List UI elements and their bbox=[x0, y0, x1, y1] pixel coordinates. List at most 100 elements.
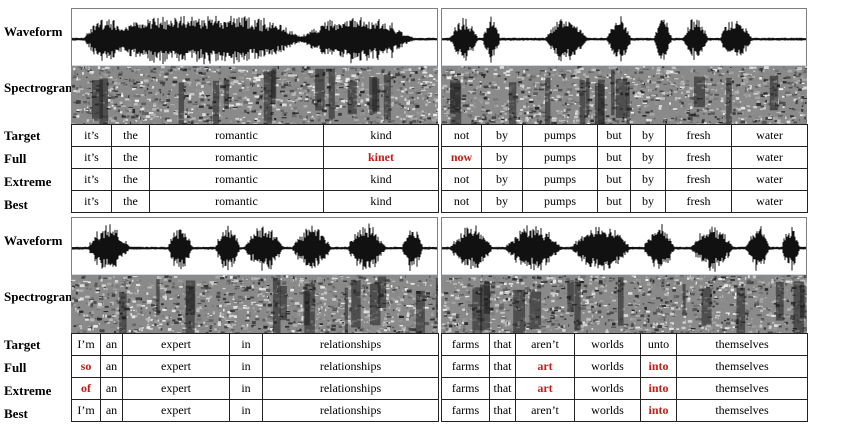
word-cell: relationships bbox=[262, 355, 439, 378]
waveform-trace bbox=[442, 16, 806, 63]
waveform-label-top: Waveform bbox=[4, 24, 63, 39]
word-cell: worlds bbox=[574, 355, 641, 378]
waveform-panel-top-left bbox=[71, 8, 438, 66]
word-cell: not bbox=[441, 190, 482, 213]
word-cell: expert bbox=[122, 333, 230, 356]
extreme-label-bottom: Extreme bbox=[4, 383, 52, 398]
word-cell: aren’t bbox=[515, 399, 575, 422]
target-row: I’m an expert in relationships bbox=[71, 333, 439, 356]
word-cell: romantic bbox=[149, 190, 324, 213]
extreme-row: of an expert in relationships bbox=[71, 377, 439, 400]
word-cell: themselves bbox=[676, 333, 808, 356]
spectrogram-label-bottom: Spectrogram bbox=[4, 289, 76, 304]
word-cell: expert bbox=[122, 355, 230, 378]
word-cell: I’m bbox=[71, 399, 101, 422]
transcript-table-bottom-left: I’m an expert in relationships so an exp… bbox=[71, 333, 439, 422]
word-cell: it’s bbox=[71, 146, 112, 169]
word-cell: fresh bbox=[665, 124, 732, 147]
word-cell: water bbox=[731, 146, 808, 169]
target-row: farms that aren’t worlds unto themselves bbox=[441, 333, 808, 356]
error-word-cell: art bbox=[515, 355, 575, 378]
spectrogram-bottom-left bbox=[71, 275, 438, 333]
word-cell: relationships bbox=[262, 333, 439, 356]
error-word-cell: of bbox=[71, 377, 101, 400]
spectrogram-label-top: Spectrogram bbox=[4, 80, 76, 95]
spectrogram-top-left bbox=[71, 66, 438, 124]
word-cell: kind bbox=[323, 124, 439, 147]
transcript-table-bottom-right: farms that aren’t worlds unto themselves… bbox=[441, 333, 808, 422]
best-label-top: Best bbox=[4, 197, 28, 212]
word-cell: the bbox=[111, 190, 150, 213]
word-cell: pumps bbox=[522, 146, 598, 169]
transcript-table-top-right: not by pumps but by fresh water now by p… bbox=[441, 124, 808, 213]
spectrogram-texture bbox=[442, 66, 807, 124]
full-row: now by pumps but by fresh water bbox=[441, 146, 808, 169]
word-cell: relationships bbox=[262, 399, 439, 422]
word-cell: water bbox=[731, 190, 808, 213]
word-cell: it’s bbox=[71, 124, 112, 147]
full-row: so an expert in relationships bbox=[71, 355, 439, 378]
waveform-panel-bottom-left bbox=[71, 217, 438, 275]
word-cell: but bbox=[597, 146, 631, 169]
error-word-cell: art bbox=[515, 377, 575, 400]
word-cell: an bbox=[100, 399, 123, 422]
word-cell: by bbox=[481, 124, 523, 147]
spectrogram-image-top-right bbox=[441, 66, 807, 124]
spectrogram-bottom-right bbox=[441, 275, 807, 333]
extreme-row: farms that art worlds into themselves bbox=[441, 377, 808, 400]
full-row: farms that art worlds into themselves bbox=[441, 355, 808, 378]
word-cell: by bbox=[481, 168, 523, 191]
word-cell: farms bbox=[441, 333, 490, 356]
word-cell: pumps bbox=[522, 168, 598, 191]
word-cell: but bbox=[597, 190, 631, 213]
word-cell: by bbox=[481, 146, 523, 169]
waveform-panel-bottom-right bbox=[441, 217, 807, 275]
word-cell: by bbox=[630, 168, 666, 191]
word-cell: but bbox=[597, 124, 631, 147]
word-cell: not bbox=[441, 168, 482, 191]
spectrogram-top-right bbox=[441, 66, 807, 124]
word-cell: pumps bbox=[522, 190, 598, 213]
word-cell: pumps bbox=[522, 124, 598, 147]
word-cell: romantic bbox=[149, 146, 324, 169]
error-word-cell: into bbox=[640, 399, 677, 422]
target-row: not by pumps but by fresh water bbox=[441, 124, 808, 147]
word-cell: it’s bbox=[71, 190, 112, 213]
waveform-label-bottom: Waveform bbox=[4, 233, 63, 248]
error-word-cell: so bbox=[71, 355, 101, 378]
spectrogram-texture bbox=[71, 275, 438, 333]
extreme-row: it’s the romantic kind bbox=[71, 168, 439, 191]
word-cell: an bbox=[100, 377, 123, 400]
best-label-bottom: Best bbox=[4, 406, 28, 421]
word-cell: that bbox=[489, 399, 516, 422]
extreme-label-top: Extreme bbox=[4, 174, 52, 189]
word-cell: farms bbox=[441, 377, 490, 400]
waveform-top-left bbox=[72, 15, 437, 66]
waveform-trace bbox=[72, 15, 437, 65]
word-cell: but bbox=[597, 168, 631, 191]
word-cell: expert bbox=[122, 399, 230, 422]
error-word-cell: now bbox=[441, 146, 482, 169]
word-cell: in bbox=[229, 355, 263, 378]
word-cell: fresh bbox=[665, 146, 732, 169]
word-cell: the bbox=[111, 168, 150, 191]
word-cell: relationships bbox=[262, 377, 439, 400]
best-row: I’m an expert in relationships bbox=[71, 399, 439, 422]
full-label-top: Full bbox=[4, 151, 27, 166]
waveform-trace bbox=[72, 223, 437, 271]
word-cell: water bbox=[731, 124, 808, 147]
waveform-bottom-left bbox=[72, 223, 437, 275]
word-cell: aren’t bbox=[515, 333, 575, 356]
word-cell: the bbox=[111, 146, 150, 169]
word-cell: by bbox=[630, 146, 666, 169]
word-cell: worlds bbox=[574, 333, 641, 356]
best-row: it’s the romantic kind bbox=[71, 190, 439, 213]
extreme-row: not by pumps but by fresh water bbox=[441, 168, 808, 191]
word-cell: by bbox=[481, 190, 523, 213]
word-cell: I’m bbox=[71, 333, 101, 356]
full-label-bottom: Full bbox=[4, 360, 27, 375]
word-cell: themselves bbox=[676, 355, 808, 378]
error-word-cell: into bbox=[640, 355, 677, 378]
best-row: not by pumps but by fresh water bbox=[441, 190, 808, 213]
word-cell: fresh bbox=[665, 190, 732, 213]
